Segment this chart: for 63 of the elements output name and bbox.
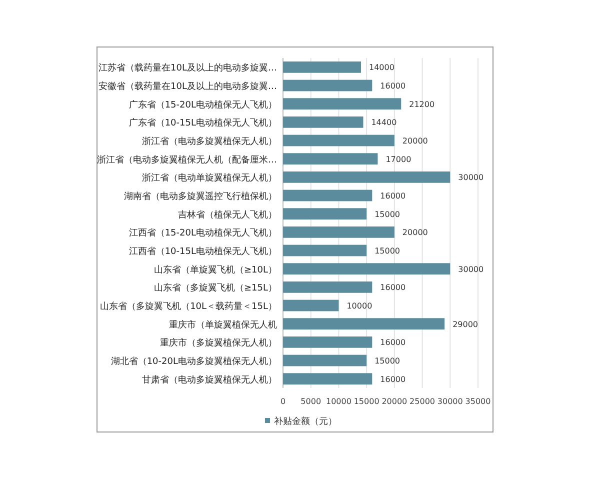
- data-label: 16000: [380, 82, 406, 90]
- legend-label: 补贴金额（元）: [274, 416, 337, 427]
- y-tick-label: 江西省（15-20L电动植保无人飞机）: [128, 228, 277, 239]
- data-label: 14400: [371, 118, 397, 128]
- bar: [283, 300, 339, 312]
- y-tick-label: 重庆市（多旋翼植保无人机）: [160, 338, 277, 349]
- x-tick-label: 5000: [300, 397, 322, 406]
- bar: [283, 153, 378, 165]
- data-label: 29000: [452, 320, 478, 329]
- bar: [283, 134, 394, 146]
- x-tick-label: 10000: [326, 397, 352, 406]
- bar: [283, 80, 372, 92]
- data-label: 15000: [374, 246, 400, 256]
- bar: [283, 61, 361, 73]
- x-tick-label: 0: [280, 397, 286, 406]
- data-label: 30000: [458, 264, 484, 274]
- bar: [283, 226, 394, 238]
- y-tick-label: 江西省（10-15L电动植保无人飞机）: [128, 246, 277, 257]
- x-tick-label: 25000: [410, 397, 436, 406]
- bar: [283, 116, 364, 128]
- y-tick-label: 广东省（15-20L电动植保无人飞机）: [128, 99, 277, 110]
- bar: [283, 244, 367, 256]
- data-label: 15000: [374, 210, 400, 219]
- y-tick-label: 重庆市（单旋翼植保无人机: [169, 319, 277, 330]
- data-label: 14000: [369, 63, 394, 72]
- y-tick-label: 湖北省（10-20L电动多旋翼植保无人机）: [110, 356, 277, 367]
- y-tick-label: 吉林省（植保无人飞机）: [178, 209, 277, 220]
- bar: [283, 171, 450, 183]
- bar: [283, 190, 372, 202]
- y-tick-label: 山东省（多旋翼飞机（10L＜载药量＜15L）: [100, 301, 277, 312]
- data-label: 21200: [409, 100, 435, 109]
- x-tick-label: 15000: [354, 397, 380, 406]
- bar: [283, 318, 445, 330]
- data-label: 16000: [380, 283, 406, 292]
- y-tick-label: 浙江省（电动单旋翼植保无人机）: [142, 172, 277, 184]
- bar: [283, 263, 450, 275]
- x-tick-label: 30000: [437, 397, 463, 406]
- data-label: 10000: [346, 302, 372, 310]
- data-label: 17000: [386, 154, 412, 164]
- data-label: 20000: [402, 136, 428, 146]
- y-tick-label: 江苏省（载药量在10L及以上的电动多旋翼…: [98, 62, 277, 74]
- data-label: 15000: [374, 356, 400, 366]
- data-label: 16000: [380, 192, 406, 200]
- y-tick-label: 广东省（10-15L电动植保无人飞机）: [128, 118, 277, 129]
- bar: [283, 98, 402, 110]
- y-tick-label: 山东省（单旋翼飞机（≥10L）: [154, 264, 277, 276]
- data-label: 30000: [458, 173, 484, 182]
- data-label: 16000: [380, 338, 406, 348]
- x-tick-label: 20000: [382, 397, 408, 406]
- bar: [283, 281, 372, 293]
- y-tick-label: 甘肃省（电动多旋翼植保无人机）: [142, 374, 277, 386]
- bar: [283, 354, 367, 366]
- x-tick-label: 35000: [465, 397, 491, 406]
- y-tick-label: 安徽省（载药量在10L及以上的电动多旋翼…: [98, 81, 277, 92]
- bar: [283, 336, 372, 348]
- data-label: 20000: [402, 228, 428, 238]
- bar: [283, 373, 372, 385]
- y-tick-label: 浙江省（电动多旋翼植保无人机）: [142, 136, 277, 147]
- y-tick-label: 湖南省（电动多旋翼遥控飞行植保机）: [124, 191, 277, 202]
- data-label: 16000: [380, 374, 406, 384]
- y-tick-label: 山东省（多旋翼飞机（≥15L）: [154, 282, 277, 294]
- y-tick-label: 浙江省（电动多旋翼植保无人机（配备厘米…: [97, 154, 277, 166]
- bar: [283, 208, 367, 220]
